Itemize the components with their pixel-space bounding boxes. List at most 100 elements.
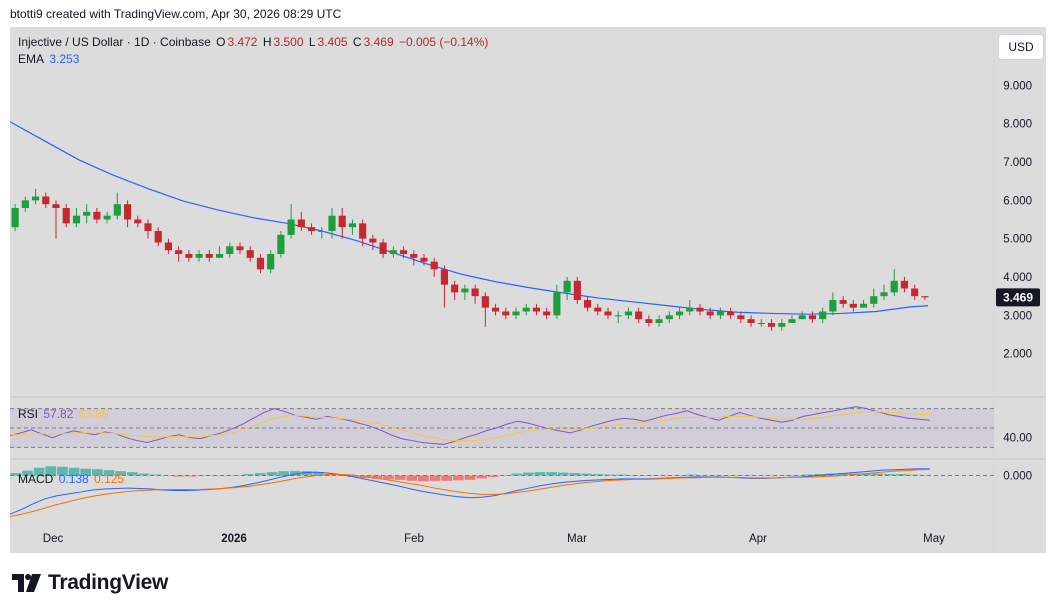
symbol-label: Injective / US Dollar · 1D · Coinbase <box>18 35 211 49</box>
candle-body <box>328 215 336 231</box>
candles-group <box>11 188 929 331</box>
macd-histogram-bar <box>348 475 359 477</box>
macd-histogram-bar <box>336 475 348 476</box>
price-tick-label: 5.000 <box>1003 234 1032 246</box>
candle-body <box>236 246 244 251</box>
rsi-legend: RSI 57.82 63.89 <box>18 407 111 421</box>
macd-histogram-bar <box>662 475 674 476</box>
macd-histogram-bar <box>80 468 92 476</box>
macd-histogram-bar <box>732 475 744 476</box>
macd-histogram-bar <box>604 474 616 476</box>
macd-pane: 0.000 <box>9 466 1032 518</box>
candle-body <box>675 311 684 316</box>
candle-body <box>399 250 408 254</box>
change-value: −0.005 (−0.14%) <box>398 35 489 49</box>
macd-histogram-bar <box>883 474 895 476</box>
macd-histogram-bar <box>720 475 732 476</box>
candle-body <box>594 307 602 312</box>
candle-body <box>195 254 203 258</box>
candle-body <box>42 196 50 205</box>
chart-canvas[interactable]: 2.000 3.000 4.000 5.000 6.000 7.000 8.000 9.000… <box>9 27 1046 553</box>
macd-histogram-bar <box>33 467 45 476</box>
last-price-badge <box>996 288 1040 307</box>
last-price-text: 3.469 <box>1003 290 1033 304</box>
candle-body <box>72 215 81 224</box>
candle-body <box>277 234 285 254</box>
candle-body <box>461 288 469 293</box>
macd-histogram-bar <box>289 471 301 476</box>
candle-body <box>573 280 581 300</box>
macd-histogram-bar <box>802 474 814 476</box>
candle-body <box>338 215 346 228</box>
currency-button[interactable]: USD <box>998 34 1044 60</box>
macd-histogram-bar <box>790 475 802 476</box>
candle-body <box>379 242 387 254</box>
time-axis: Dec 2026 Feb Mar Apr May <box>43 533 945 545</box>
macd-legend: MACD 0.138 0.125 <box>18 472 126 486</box>
price-axis-ticks: 2.000 3.000 4.000 5.000 6.000 7.000 8.000 9.000 <box>1003 80 1032 360</box>
candle-body <box>205 254 213 258</box>
tradingview-logo-icon <box>12 574 41 592</box>
macd-histogram-bar <box>569 473 581 476</box>
candle-body <box>808 315 817 320</box>
macd-histogram-bar <box>895 474 907 476</box>
macd-histogram-bar <box>383 475 394 480</box>
candle-body <box>369 238 377 243</box>
candle-body <box>226 246 234 254</box>
candle-body <box>870 296 878 304</box>
rsi-label: RSI <box>18 407 39 421</box>
time-tick-label: May <box>923 533 945 545</box>
macd-histogram-bar <box>301 471 313 476</box>
candle-body <box>706 311 714 316</box>
candle-body <box>880 292 888 297</box>
candle-body <box>911 288 919 297</box>
candle-body <box>502 311 510 316</box>
candle-body <box>563 280 571 293</box>
candle-body <box>727 311 735 316</box>
macd-histogram-bar <box>115 471 126 476</box>
candle-body <box>716 311 725 316</box>
candle-body <box>246 250 254 258</box>
candle-body <box>471 288 479 297</box>
macd-signal-line <box>9 468 931 518</box>
macd-histogram-bar <box>57 466 68 476</box>
macd-histogram-bar <box>779 475 790 476</box>
candle-body <box>686 307 694 312</box>
macd-histogram-bar <box>755 475 767 476</box>
candle-body <box>512 311 520 316</box>
macd-histogram-bar <box>534 472 546 476</box>
low-label: L <box>308 35 316 49</box>
rsi-value: 57.82 <box>43 407 74 421</box>
candle-body <box>267 254 275 270</box>
macd-histogram-bar <box>231 475 243 476</box>
macd-histogram-bar <box>161 475 173 476</box>
macd-histogram-bar <box>266 472 278 476</box>
macd-histogram-bar <box>511 473 522 476</box>
price-tick-label: 6.000 <box>1003 195 1032 207</box>
macd-histogram-bar <box>709 475 720 476</box>
macd-histogram-bar <box>92 469 103 476</box>
macd-histogram-bar <box>697 475 709 476</box>
macd-histogram-bar <box>744 475 755 476</box>
macd-signal-value: 0.125 <box>94 472 125 486</box>
candle-body <box>819 311 827 320</box>
rsi-tick-label: 40.00 <box>1003 433 1032 445</box>
chart-area[interactable]: 2.000 3.000 4.000 5.000 6.000 7.000 8.000 9.000… <box>9 27 1046 553</box>
macd-histogram-bar <box>185 475 196 477</box>
rsi-pane: 40.00 <box>9 406 1032 448</box>
open-value: 3.472 <box>227 35 258 49</box>
candle-body <box>113 204 121 216</box>
candle-body <box>318 231 326 232</box>
high-label: H <box>262 35 272 49</box>
candle-body <box>52 204 60 208</box>
macd-histogram-bar <box>313 472 324 476</box>
candle-body <box>921 296 929 298</box>
macd-histogram-bar <box>68 467 80 476</box>
macd-histogram-bar <box>150 474 161 476</box>
candle-body <box>614 315 622 317</box>
macd-value: 0.138 <box>58 472 89 486</box>
close-label: C <box>352 35 362 49</box>
high-value: 3.500 <box>273 35 304 49</box>
candle-body <box>665 315 673 320</box>
macd-histogram-bar <box>651 475 662 476</box>
